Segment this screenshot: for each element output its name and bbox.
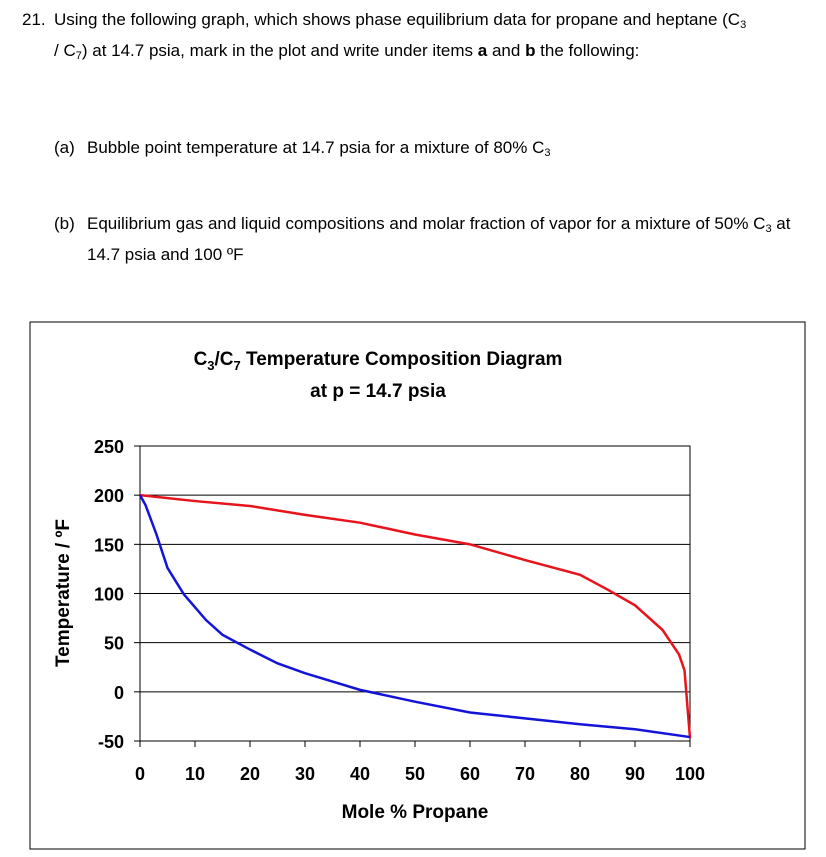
text: / C [54, 41, 76, 60]
x-tick-label: 20 [240, 764, 260, 784]
text: the following: [535, 41, 640, 60]
text: Bubble point temperature at 14.7 psia fo… [87, 138, 545, 157]
x-tick-label: 50 [405, 764, 425, 784]
series-line [139, 493, 692, 739]
text: 7 [75, 50, 82, 62]
x-tick-label: 80 [570, 764, 590, 784]
text: Using the following graph, which shows p… [54, 10, 741, 29]
text: /C [215, 349, 234, 370]
text: 3 [207, 358, 214, 373]
item-label: (a) [54, 138, 75, 157]
text: Temperature Composition Diagram [241, 349, 563, 370]
item-label: (b) [54, 214, 75, 233]
text: 3 [765, 223, 772, 235]
x-tick-label: 0 [135, 764, 145, 784]
question-text: Using the following graph, which shows p… [54, 7, 754, 69]
text: b [525, 41, 536, 60]
chart-subtitle: at p = 14.7 psia [310, 381, 446, 402]
text: at 14.7 psia and 100 ºF [87, 214, 791, 264]
y-axis-label: Temperature / ºF [53, 519, 74, 667]
y-tick-label: 150 [94, 535, 124, 555]
x-tick-label: 90 [625, 764, 645, 784]
text: a [477, 41, 488, 60]
y-tick-label: -50 [98, 732, 124, 752]
x-tick-label: 40 [350, 764, 370, 784]
y-tick-label: 100 [94, 585, 124, 605]
y-tick-label: 250 [94, 437, 124, 457]
question-number: 21. [22, 10, 46, 29]
text: 3 [740, 19, 747, 31]
text: 7 [234, 358, 241, 373]
y-tick-label: 0 [114, 683, 124, 703]
y-tick-label: 50 [104, 634, 124, 654]
x-axis-label: Mole % Propane [342, 802, 489, 823]
x-tick-label: 100 [675, 764, 705, 784]
x-tick-label: 10 [185, 764, 205, 784]
y-tick-label: 200 [94, 486, 124, 506]
chart-title: C3/C7 Temperature Composition Diagram [194, 349, 563, 373]
text: ) at 14.7 psia, mark in the plot and wri… [81, 41, 478, 60]
x-tick-label: 30 [295, 764, 315, 784]
item-text: Equilibrium gas and liquid compositions … [87, 211, 812, 268]
text: and [487, 41, 526, 60]
x-tick-label: 70 [515, 764, 535, 784]
x-tick-label: 60 [460, 764, 480, 784]
series-line [138, 494, 691, 739]
text: 3 [544, 147, 551, 159]
text: C [194, 349, 208, 370]
item-text: Bubble point temperature at 14.7 psia fo… [87, 135, 807, 166]
text: Equilibrium gas and liquid compositions … [87, 214, 766, 233]
